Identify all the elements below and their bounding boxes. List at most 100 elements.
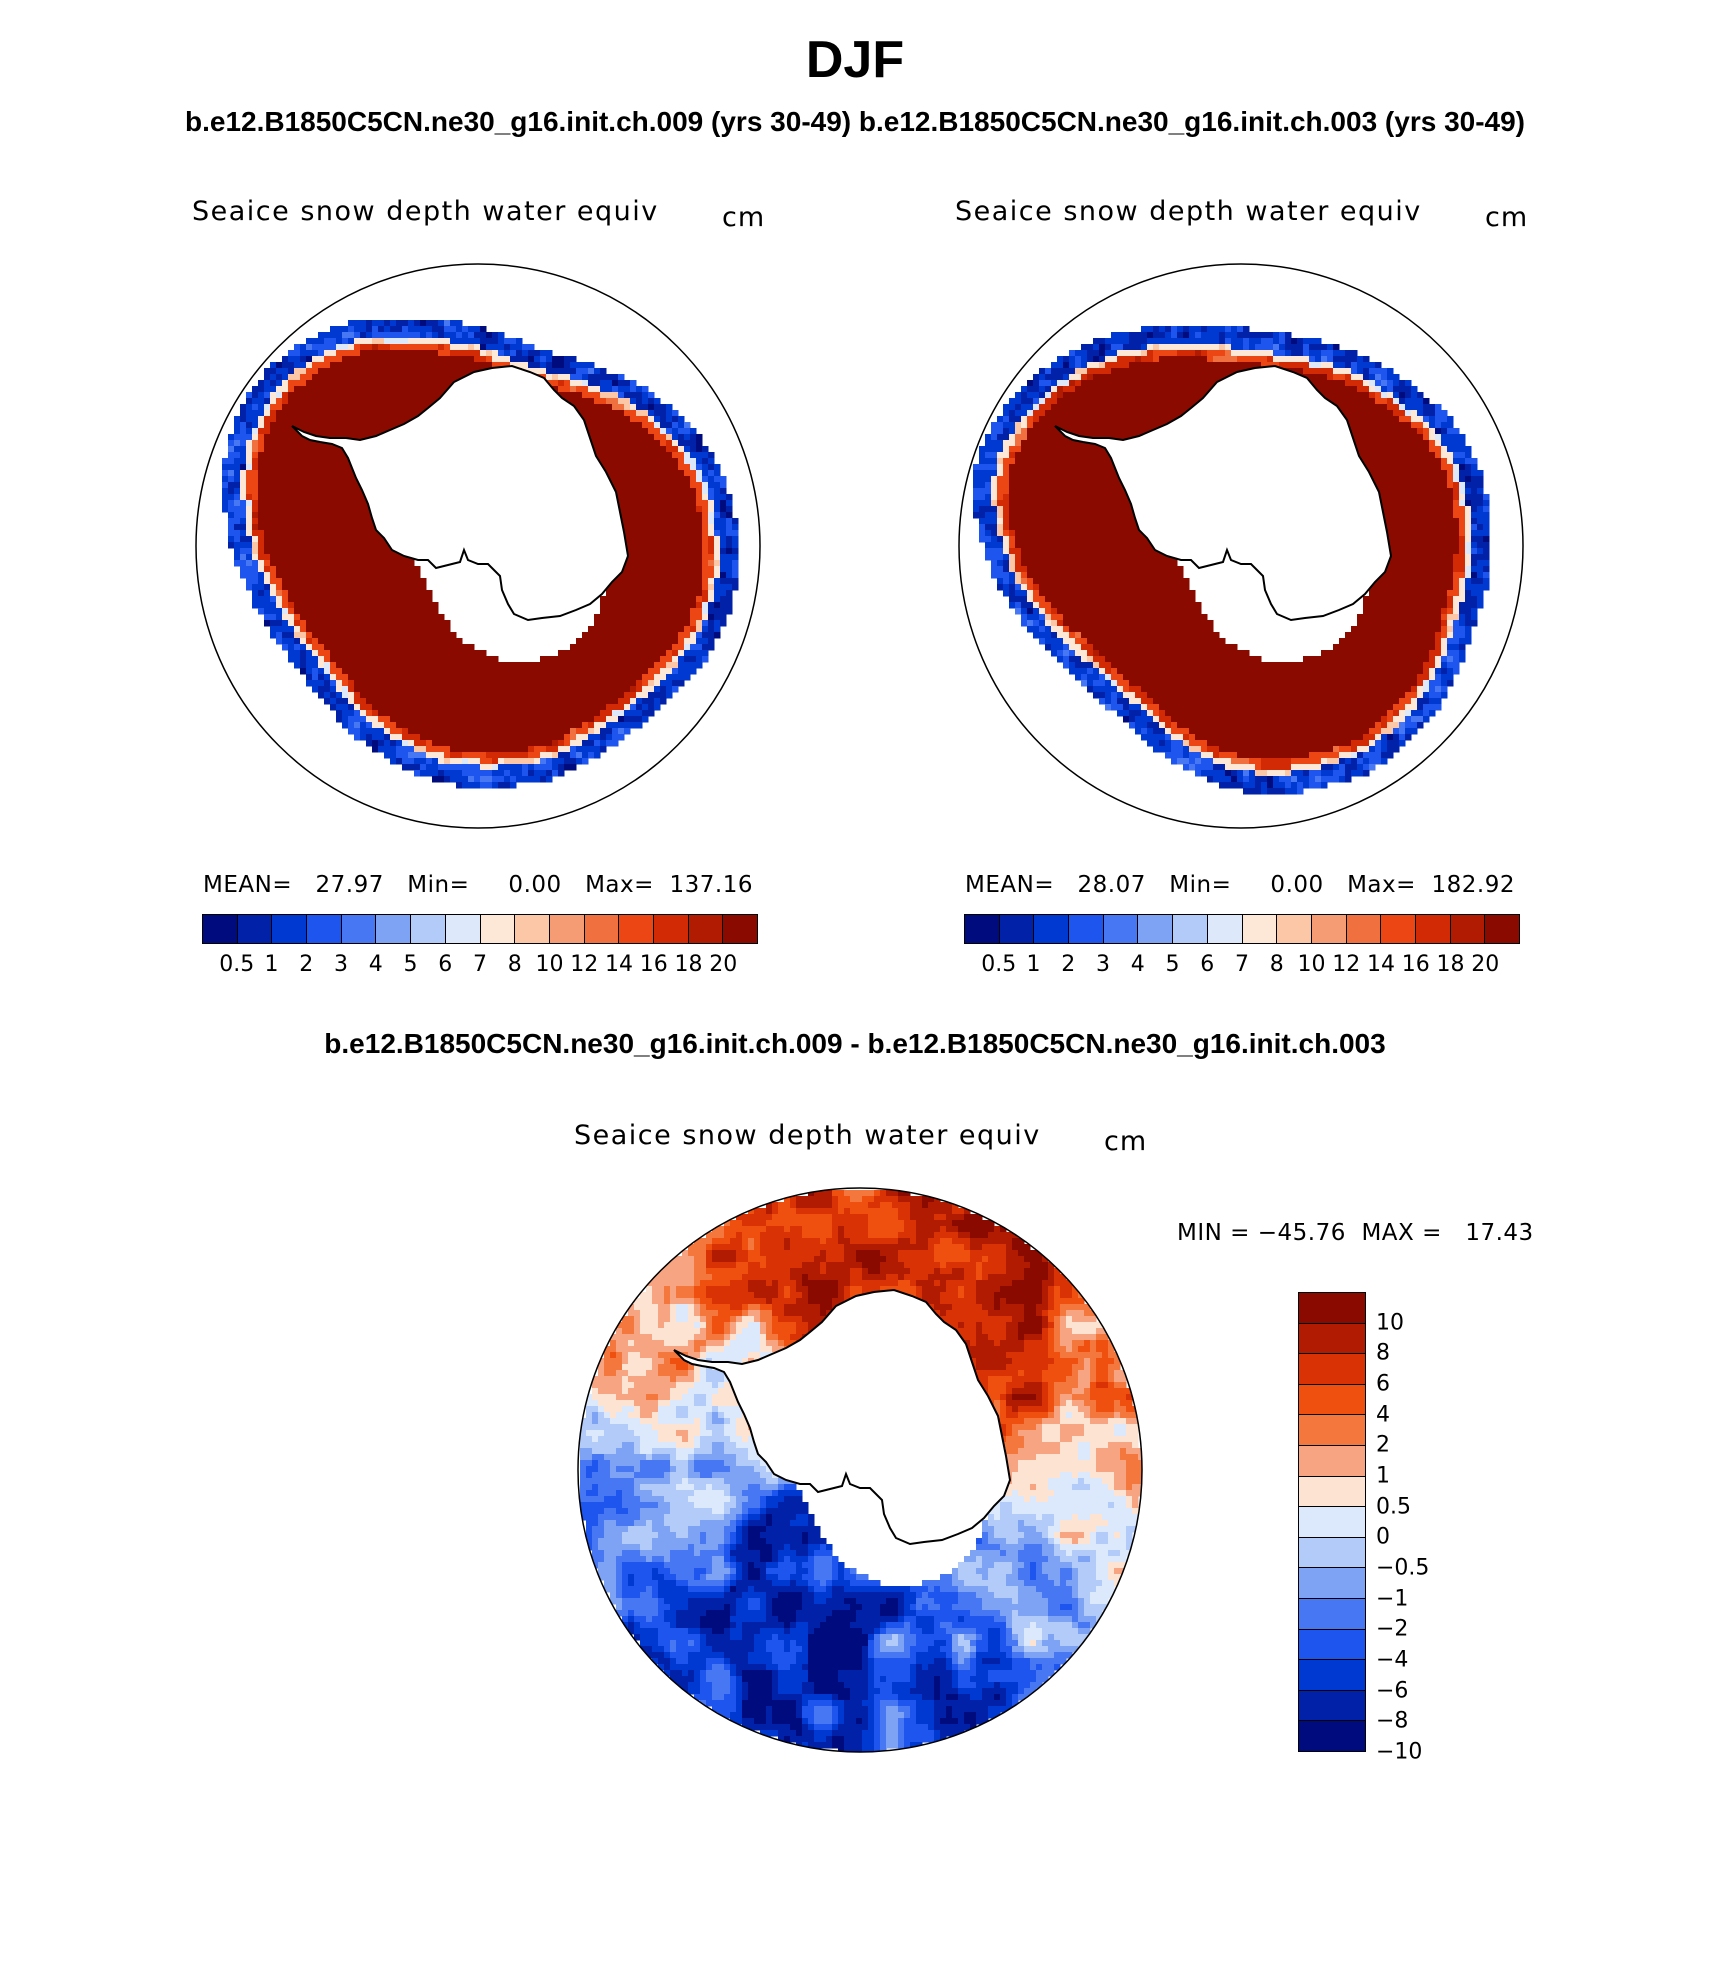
colorbar-tick-label: 10 — [1297, 952, 1326, 977]
colorbar-swatch — [411, 915, 446, 943]
colorbar-tick-label: 6 — [1200, 952, 1215, 977]
colorbar-tick-label: 16 — [639, 952, 668, 977]
colorbar-swatch — [1346, 915, 1382, 943]
colorbar-swatch — [688, 915, 724, 943]
colorbar-swatch — [1299, 1476, 1365, 1508]
difference-title: b.e12.B1850C5CN.ne30_g16.init.ch.009 - b… — [324, 1028, 1386, 1059]
difference-colorbar-labels: 10 8 6 4 2 1 0.5 0 −0.5 −1 −2 −4 −6 −8 −10 — [1376, 1292, 1466, 1764]
colorbar-swatch — [1381, 915, 1416, 943]
colorbar-tick-label: 18 — [1436, 952, 1465, 977]
colorbar-swatch — [1277, 915, 1312, 943]
colorbar-tick-label: 0.5 — [1376, 1494, 1411, 1520]
colorbar-swatch — [723, 915, 757, 943]
colorbar-swatch — [1299, 1354, 1365, 1385]
colorbar-tick-label: 0.5 — [219, 952, 255, 977]
figure-title: DJF — [805, 31, 905, 89]
colorbar-swatch — [999, 915, 1035, 943]
colorbar-swatch — [1299, 1293, 1365, 1324]
colorbar-tick-label: 12 — [1332, 952, 1361, 977]
colorbar-swatch — [376, 915, 412, 943]
colorbar-tick-label: −0.5 — [1376, 1555, 1430, 1581]
colorbar-tick-label: 5 — [1165, 952, 1180, 977]
colorbar-swatch — [1103, 915, 1139, 943]
antarctica-coastline — [673, 1288, 1012, 1546]
map-boundary-circle — [195, 263, 761, 829]
colorbar-swatch — [480, 915, 516, 943]
antarctica-coastline — [291, 364, 630, 622]
colorbar-swatch — [653, 915, 689, 943]
difference-colorbar — [1298, 1292, 1366, 1752]
colorbar-swatch — [1034, 915, 1070, 943]
colorbar-tick-label: 4 — [1376, 1402, 1390, 1428]
case-titles: b.e12.B1850C5CN.ne30_g16.init.ch.009 (yr… — [184, 106, 1526, 137]
colorbar-swatch — [1485, 915, 1519, 943]
panel1-colorbar — [202, 914, 758, 944]
colorbar-swatch — [445, 915, 481, 943]
panel2-field-title: Seaice snow depth water equiv — [955, 196, 1422, 227]
colorbar-swatch — [1299, 1629, 1365, 1661]
colorbar-swatch — [203, 915, 238, 943]
colorbar-tick-label: 10 — [535, 952, 564, 977]
diff-units: cm — [1104, 1126, 1148, 1157]
colorbar-tick-label: 20 — [1471, 952, 1500, 977]
panel1-units: cm — [722, 202, 766, 233]
colorbar-tick-label: 12 — [570, 952, 599, 977]
colorbar-tick-label: 14 — [605, 952, 633, 977]
colorbar-tick-label: 1 — [1376, 1463, 1390, 1489]
colorbar-swatch — [1299, 1690, 1365, 1722]
colorbar-swatch — [1299, 1323, 1365, 1355]
colorbar-tick-label: 8 — [1269, 952, 1284, 977]
colorbar-tick-label: 10 — [1376, 1310, 1404, 1336]
colorbar-tick-label: −2 — [1376, 1616, 1409, 1642]
colorbar-tick-label: 7 — [1235, 952, 1249, 977]
colorbar-swatch — [1242, 915, 1278, 943]
panel2-colorbar — [964, 914, 1520, 944]
colorbar-tick-label: 18 — [674, 952, 703, 977]
field-cells — [580, 1190, 1142, 1752]
difference-polar-map — [577, 1187, 1143, 1753]
colorbar-swatch — [1138, 915, 1174, 943]
colorbar-tick-label: 6 — [1376, 1371, 1390, 1397]
colorbar-swatch — [1207, 915, 1243, 943]
colorbar-swatch — [1069, 915, 1104, 943]
colorbar-tick-label: 0.5 — [981, 952, 1017, 977]
colorbar-tick-label: 4 — [1130, 952, 1145, 977]
colorbar-tick-label: −10 — [1376, 1739, 1423, 1765]
colorbar-tick-label: −4 — [1376, 1647, 1409, 1673]
colorbar-swatch — [1299, 1445, 1365, 1477]
diff-min-max: MIN = −45.76 MAX = 17.43 — [1177, 1220, 1534, 1246]
colorbar-swatch — [1299, 1537, 1365, 1569]
panel1-colorbar-labels: 0.5 1 2 3 4 5 6 7 8 10 12 14 16 18 20 — [202, 952, 758, 980]
colorbar-tick-label: 20 — [709, 952, 738, 977]
panel2-units: cm — [1485, 202, 1529, 233]
colorbar-tick-label: 3 — [1096, 952, 1110, 977]
colorbar-tick-label: 2 — [299, 952, 314, 977]
panel1-polar-map — [195, 263, 761, 829]
panel2-stats: MEAN= 28.07 Min= 0.00 Max= 182.92 — [965, 872, 1516, 898]
colorbar-swatch — [584, 915, 620, 943]
colorbar-tick-label: 5 — [403, 952, 418, 977]
colorbar-tick-label: 2 — [1376, 1432, 1390, 1458]
colorbar-tick-label: 6 — [438, 952, 453, 977]
colorbar-tick-label: 4 — [368, 952, 383, 977]
panel2-polar-map — [958, 263, 1524, 829]
colorbar-tick-label: 1 — [264, 952, 279, 977]
colorbar-tick-label: 0 — [1376, 1524, 1390, 1550]
colorbar-swatch — [1299, 1568, 1365, 1599]
map-boundary-circle — [958, 263, 1524, 829]
colorbar-swatch — [1173, 915, 1208, 943]
colorbar-tick-label: 1 — [1026, 952, 1041, 977]
colorbar-tick-label: −1 — [1376, 1586, 1409, 1612]
colorbar-tick-label: 8 — [1376, 1340, 1390, 1366]
colorbar-swatch — [515, 915, 550, 943]
antarctica-coastline — [1054, 364, 1393, 622]
colorbar-swatch — [1299, 1507, 1365, 1538]
colorbar-swatch — [1450, 915, 1486, 943]
colorbar-swatch — [965, 915, 1000, 943]
panel2-colorbar-labels: 0.5 1 2 3 4 5 6 7 8 10 12 14 16 18 20 — [964, 952, 1520, 980]
colorbar-swatch — [272, 915, 308, 943]
colorbar-swatch — [1299, 1415, 1365, 1446]
colorbar-tick-label: 2 — [1061, 952, 1076, 977]
colorbar-swatch — [1299, 1598, 1365, 1630]
colorbar-swatch — [237, 915, 273, 943]
